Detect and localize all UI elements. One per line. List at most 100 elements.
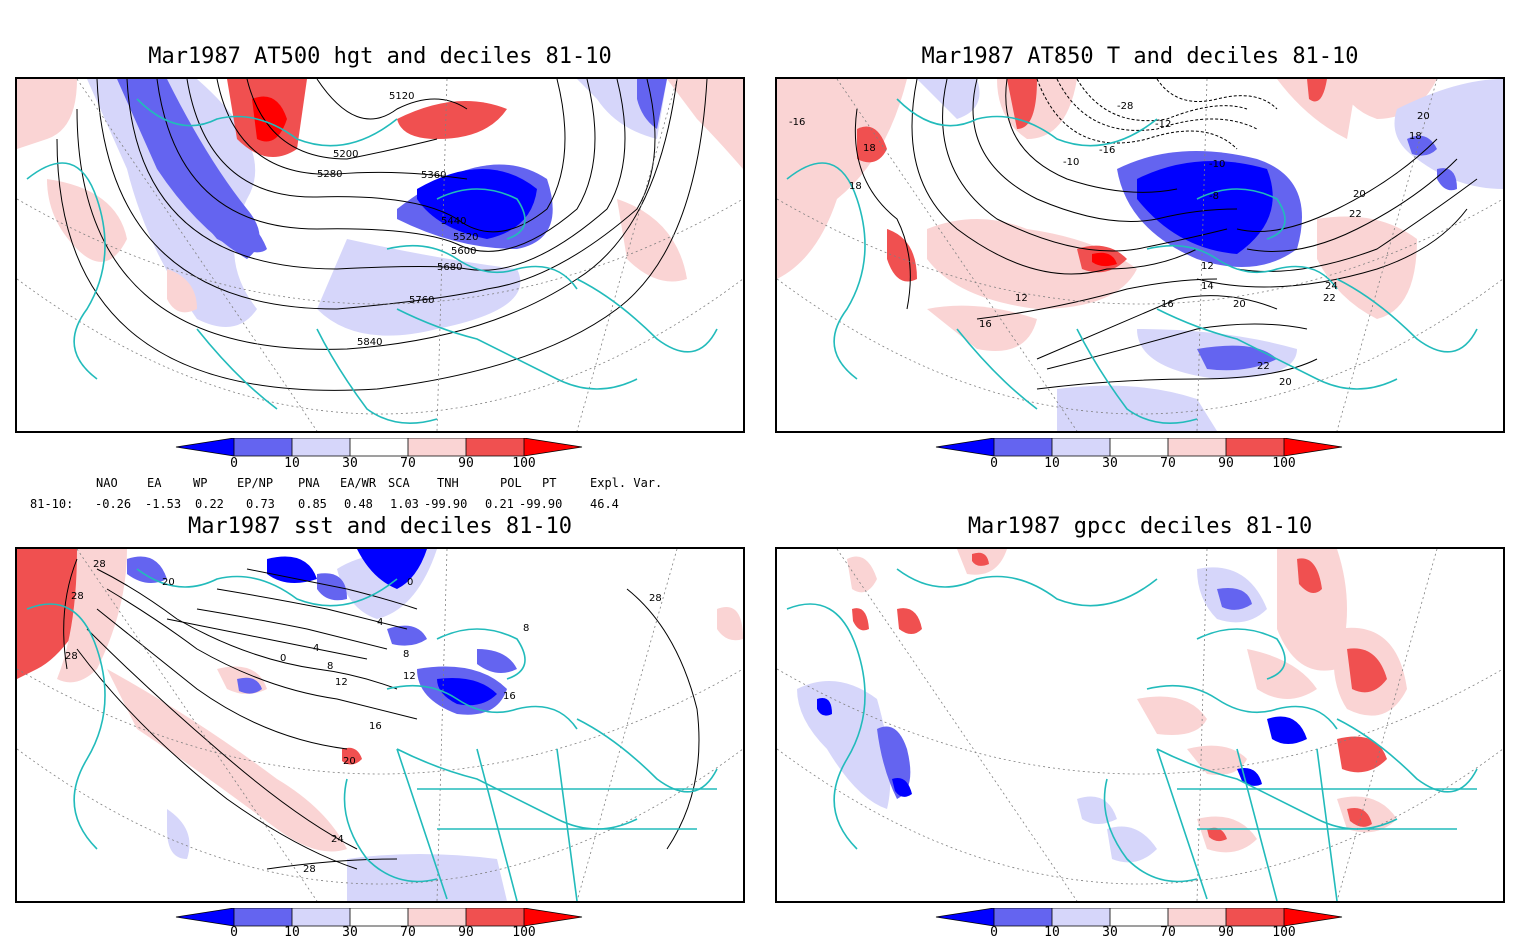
index-header: WP [193,476,208,490]
colorbar-label: 100 [1272,925,1296,940]
colorbar-label: 90 [458,925,474,940]
colorbar-swatch [1284,908,1342,926]
colorbar-label: 70 [400,456,416,471]
contour-label: 28 [303,864,316,875]
colorbar-t850 [935,438,1343,457]
contour-label: 18 [849,181,862,192]
colorbar-label: 30 [1102,456,1118,471]
colorbar-swatch [292,908,350,926]
colorbar-label: 90 [1218,925,1234,940]
colorbar-swatch [350,908,408,926]
colorbar-swatch [936,438,994,456]
index-header: EA/WR [340,476,377,490]
contour-label: 24 [1325,281,1338,292]
colorbar-swatch [1284,438,1342,456]
contour-label: 5120 [389,91,414,102]
contour-label: 4 [377,617,383,628]
colorbar-hgt500 [175,438,583,457]
contour-label: 16 [979,319,992,330]
panel-title-hgt500: Mar1987 AT500 hgt and deciles 81-10 [148,44,612,69]
map-panel-sst: 28 20 28 28 0 4 8 12 16 20 24 28 16 12 8… [15,547,745,903]
colorbar-swatch [408,908,466,926]
index-header: SCA [388,476,410,490]
contour-label: 5600 [451,246,476,257]
index-value: 0.73 [246,497,275,511]
colorbar-swatch [1052,438,1110,456]
map-panel-hgt500: 5120 5200 5280 5360 5440 5520 5600 5680 … [15,77,745,433]
colorbar-label: 90 [1218,456,1234,471]
panel-title-t850: Mar1987 AT850 T and deciles 81-10 [921,44,1359,69]
colorbar-swatch [1168,908,1226,926]
index-value: 0.85 [298,497,327,511]
colorbar-label: 10 [284,456,300,471]
contour-label: 16 [1161,299,1174,310]
map-panel-t850: -16 18 18 -10 -16 -28 -12 -10 -8 20 18 2… [775,77,1505,433]
panel-title-gpcc: Mar1987 gpcc deciles 81-10 [967,514,1313,539]
colorbar-swatch [176,438,234,456]
contour-label: 5280 [317,169,342,180]
contour-label: 28 [71,591,84,602]
index-header: NAO [96,476,118,490]
contour-label: 5680 [437,262,462,273]
contour-label: 22 [1257,361,1270,372]
contour-label: 8 [523,623,529,634]
contour-label: 20 [1233,299,1246,310]
contour-label: 18 [1409,131,1422,142]
index-value: 46.4 [590,497,619,511]
index-value: 0.22 [195,497,224,511]
contour-label: 24 [331,834,344,845]
colorbar-swatch [994,438,1052,456]
contour-label: 22 [1323,293,1336,304]
contour-label: 5760 [409,295,434,306]
colorbar-label: 30 [342,925,358,940]
index-row-label: 81-10: [30,497,74,511]
colorbar-swatch [292,438,350,456]
colorbar-swatch [524,438,582,456]
colorbar-swatch [176,908,234,926]
index-header: PNA [298,476,320,490]
contour-label: 0 [407,577,413,588]
colorbar-swatch [1226,908,1284,926]
contour-label: 28 [93,559,106,570]
index-header: Expl. Var. [590,476,663,490]
contour-label: -8 [1209,191,1219,202]
index-header: POL [500,476,522,490]
colorbar-label: 0 [990,456,998,471]
index-value: 0.48 [344,497,373,511]
colorbar-swatch [994,908,1052,926]
contour-label: 22 [1349,209,1362,220]
contour-label: 20 [1353,189,1366,200]
contour-label: 5360 [421,170,446,181]
colorbar-swatch [1110,438,1168,456]
index-value: -99.90 [424,497,468,511]
colorbar-label: 100 [512,456,536,471]
contour-label: 8 [327,661,333,672]
contour-label: -16 [1099,145,1115,156]
colorbar-label: 30 [1102,925,1118,940]
contour-label: 0 [280,653,286,664]
index-header: EP/NP [237,476,274,490]
contour-label: 16 [503,691,516,702]
index-value: -1.53 [145,497,182,511]
colorbar-label: 0 [230,456,238,471]
index-value: 0.21 [485,497,514,511]
colorbar-label: 10 [1044,456,1060,471]
colorbar-swatch [466,438,524,456]
contour-label: 28 [649,593,662,604]
contour-label: -12 [1155,119,1171,130]
colorbar-swatch [408,438,466,456]
contour-label: 28 [65,651,78,662]
colorbar-label: 10 [284,925,300,940]
colorbar-label: 100 [512,925,536,940]
contour-label: 12 [1015,293,1028,304]
colorbar-swatch [466,908,524,926]
colorbar-swatch [234,438,292,456]
colorbar-sst [175,908,583,927]
contour-label: -10 [1063,157,1079,168]
map-panel-gpcc [775,547,1505,903]
contour-label: 5840 [357,337,382,348]
colorbar-label: 70 [1160,456,1176,471]
contour-label: 20 [162,577,175,588]
colorbar-label: 10 [1044,925,1060,940]
colorbar-swatch [1110,908,1168,926]
